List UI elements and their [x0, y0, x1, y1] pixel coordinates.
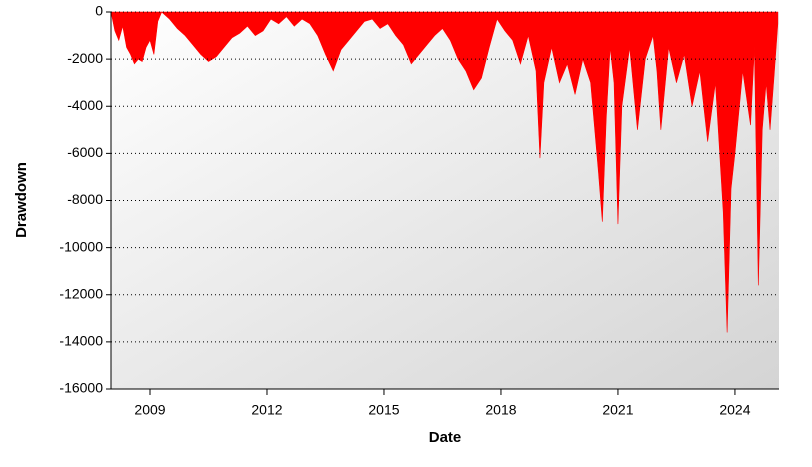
x-tick-label: 2012 [251, 402, 282, 418]
y-axis-label: Drawdown [13, 162, 30, 238]
x-tick-label: 2021 [602, 402, 633, 418]
x-tick-label: 2024 [719, 402, 750, 418]
y-tick-label: -8000 [67, 191, 103, 207]
y-tick-label: -14000 [59, 333, 103, 349]
x-tick-label: 2009 [134, 402, 165, 418]
y-tick-label: -4000 [67, 97, 103, 113]
y-tick-label: -6000 [67, 144, 103, 160]
y-tick-label: -10000 [59, 238, 103, 254]
y-tick-label: -2000 [67, 50, 103, 66]
y-tick-label: -12000 [59, 285, 103, 301]
drawdown-area [110, 11, 779, 333]
y-tick-label: 0 [95, 3, 103, 19]
x-tick-label: 2015 [368, 402, 399, 418]
x-axis-label: Date [429, 429, 462, 446]
y-tick-label: -16000 [59, 380, 103, 396]
x-tick-label: 2018 [485, 402, 516, 418]
